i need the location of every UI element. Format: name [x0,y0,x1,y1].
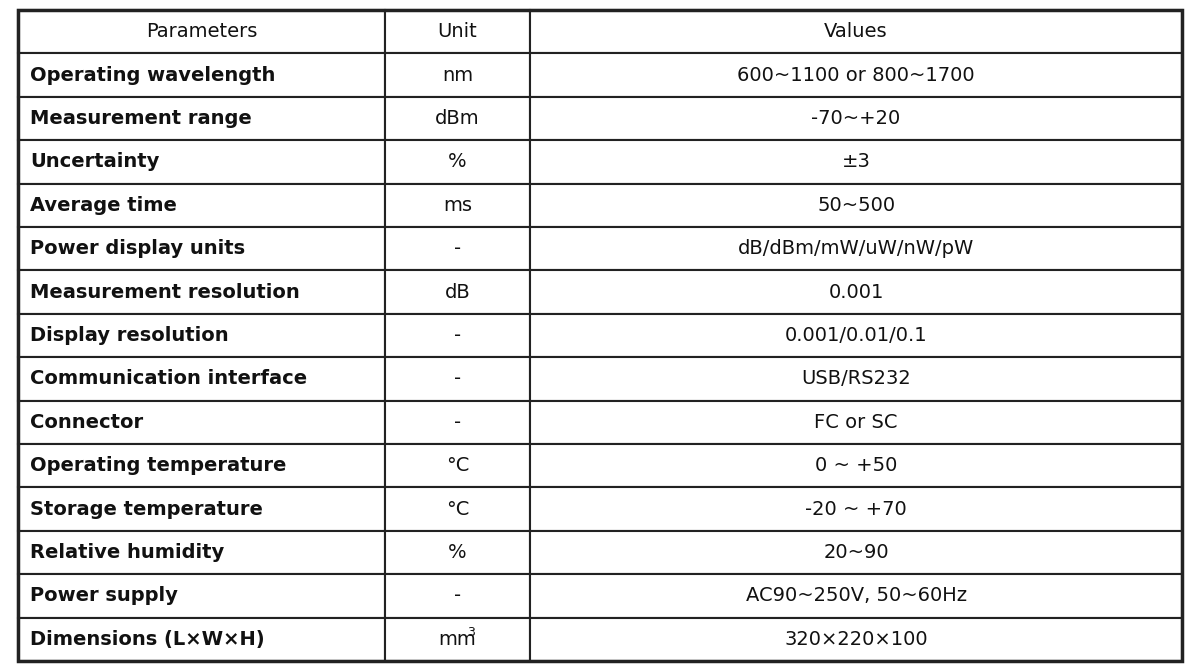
Text: nm: nm [442,66,473,85]
Text: FC or SC: FC or SC [815,413,898,432]
Bar [18,184,385,227]
Bar [385,357,530,401]
Bar [385,10,530,54]
Text: °C: °C [445,456,469,475]
Bar [530,401,1182,444]
Text: Operating temperature: Operating temperature [30,456,287,475]
Bar [18,531,385,574]
Text: 0 ~ +50: 0 ~ +50 [815,456,898,475]
Bar [385,617,530,661]
Text: -: - [454,326,461,345]
Bar [530,54,1182,97]
Bar [530,357,1182,401]
Bar [18,401,385,444]
Bar [18,54,385,97]
Bar [18,444,385,487]
Bar [530,227,1182,270]
Bar [18,270,385,314]
Text: °C: °C [445,500,469,519]
Text: -: - [454,239,461,258]
Bar [530,184,1182,227]
Text: Parameters: Parameters [145,22,257,41]
Bar [530,574,1182,617]
Bar [530,617,1182,661]
Bar [18,357,385,401]
Text: 50~500: 50~500 [817,196,895,215]
Text: 600~1100 or 800~1700: 600~1100 or 800~1700 [737,66,974,85]
Text: Uncertainty: Uncertainty [30,152,160,171]
Text: Operating wavelength: Operating wavelength [30,66,275,85]
Bar [530,487,1182,531]
Text: Communication interface: Communication interface [30,370,307,389]
Bar [385,184,530,227]
Text: -: - [454,413,461,432]
Bar [385,487,530,531]
Text: Relative humidity: Relative humidity [30,543,224,562]
Bar [18,574,385,617]
Text: ±3: ±3 [841,152,870,171]
Bar [18,487,385,531]
Text: -: - [454,370,461,389]
Text: mm: mm [438,630,476,649]
Text: 320×220×100: 320×220×100 [785,630,928,649]
Bar [530,140,1182,184]
Bar [18,617,385,661]
Text: Power supply: Power supply [30,586,178,605]
Text: -: - [454,586,461,605]
Text: Measurement resolution: Measurement resolution [30,282,300,301]
Text: Parameters: Parameters [145,22,257,41]
Bar [385,574,530,617]
Text: Values: Values [824,22,888,41]
Bar [530,444,1182,487]
Bar [385,140,530,184]
Bar [385,531,530,574]
Bar [385,97,530,140]
Text: ms: ms [443,196,472,215]
Text: %: % [448,152,467,171]
Text: Dimensions (L×W×H): Dimensions (L×W×H) [30,630,265,649]
Bar [385,227,530,270]
Bar [18,97,385,140]
Text: 3: 3 [468,626,475,639]
Text: 0.001/0.01/0.1: 0.001/0.01/0.1 [785,326,928,345]
Text: Power display units: Power display units [30,239,245,258]
Text: 0.001: 0.001 [828,282,883,301]
Text: AC90~250V, 50~60Hz: AC90~250V, 50~60Hz [745,586,967,605]
Bar [18,227,385,270]
Text: dBm: dBm [436,109,480,128]
Bar [530,270,1182,314]
Text: %: % [448,543,467,562]
Text: -20 ~ +70: -20 ~ +70 [805,500,907,519]
Bar [385,401,530,444]
Text: Storage temperature: Storage temperature [30,500,263,519]
Bar [385,314,530,357]
Text: Measurement range: Measurement range [30,109,252,128]
Text: Connector: Connector [30,413,143,432]
Bar [530,97,1182,140]
Bar [385,270,530,314]
Text: dB: dB [444,282,470,301]
Text: -70~+20: -70~+20 [811,109,901,128]
Text: Display resolution: Display resolution [30,326,229,345]
Text: 20~90: 20~90 [823,543,889,562]
Text: dB/dBm/mW/uW/nW/pW: dB/dBm/mW/uW/nW/pW [738,239,974,258]
Bar [18,10,385,54]
Text: Average time: Average time [30,196,176,215]
Bar [385,444,530,487]
Bar [530,10,1182,54]
Text: Unit: Unit [438,22,478,41]
Bar [18,314,385,357]
Bar [18,140,385,184]
Text: USB/RS232: USB/RS232 [802,370,911,389]
Bar [530,314,1182,357]
Bar [530,531,1182,574]
Bar [385,54,530,97]
